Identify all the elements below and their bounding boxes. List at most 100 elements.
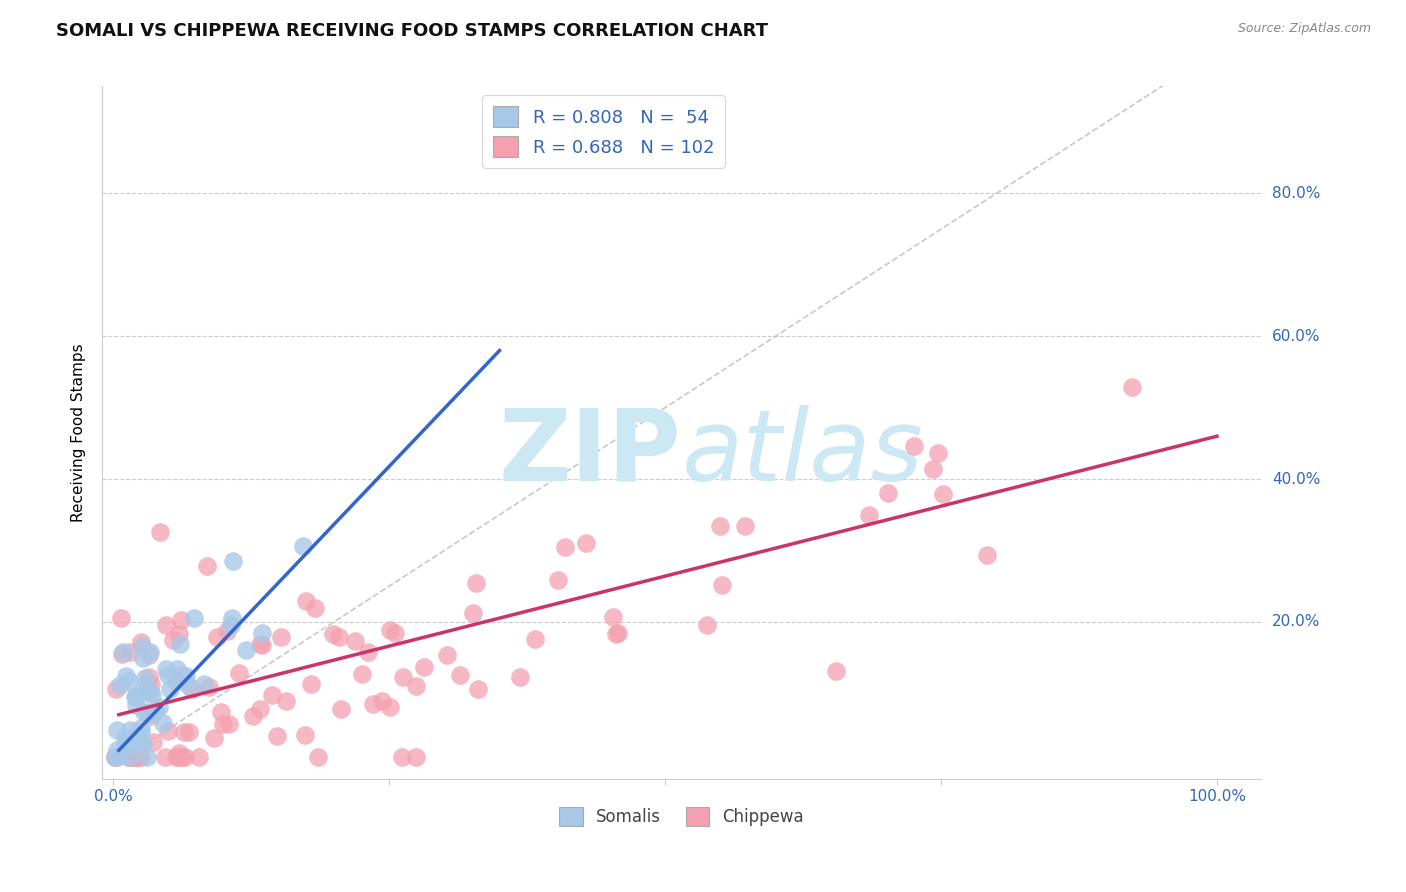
- Point: [104, 750, 127, 764]
- Text: atlas: atlas: [682, 405, 924, 502]
- Text: SOMALI VS CHIPPEWA RECEIVING FOOD STAMPS CORRELATION CHART: SOMALI VS CHIPPEWA RECEIVING FOOD STAMPS…: [56, 22, 768, 40]
- Point: [117, 750, 139, 764]
- Point: [205, 630, 228, 644]
- Point: [696, 618, 718, 632]
- Point: [172, 673, 194, 688]
- Point: [218, 717, 240, 731]
- Point: [105, 743, 128, 757]
- Point: [174, 669, 197, 683]
- Point: [932, 487, 955, 501]
- Point: [465, 576, 488, 591]
- Point: [155, 662, 177, 676]
- Point: [162, 633, 184, 648]
- Point: [120, 645, 142, 659]
- Point: [124, 690, 146, 705]
- Point: [195, 559, 218, 574]
- Point: [121, 750, 143, 764]
- Point: [927, 446, 949, 460]
- Point: [391, 750, 413, 764]
- Point: [142, 735, 165, 749]
- Point: [179, 725, 201, 739]
- Point: [132, 738, 155, 752]
- Point: [152, 716, 174, 731]
- Point: [120, 723, 142, 737]
- Point: [129, 724, 152, 739]
- Point: [167, 747, 190, 761]
- Point: [110, 610, 132, 624]
- Point: [139, 645, 162, 659]
- Point: [330, 701, 353, 715]
- Point: [114, 731, 136, 746]
- Point: [118, 750, 141, 764]
- Point: [125, 689, 148, 703]
- Point: [1121, 380, 1143, 394]
- Point: [134, 678, 156, 692]
- Point: [250, 638, 273, 652]
- Point: [110, 678, 132, 692]
- Point: [156, 723, 179, 738]
- Point: [405, 750, 427, 764]
- Point: [136, 683, 159, 698]
- Text: ZIP: ZIP: [499, 405, 682, 502]
- Text: 80.0%: 80.0%: [1272, 186, 1320, 201]
- Point: [131, 750, 153, 764]
- Point: [166, 663, 188, 677]
- Point: [138, 670, 160, 684]
- Point: [104, 682, 127, 697]
- Point: [105, 723, 128, 737]
- Point: [125, 698, 148, 713]
- Point: [299, 676, 322, 690]
- Point: [169, 637, 191, 651]
- Point: [139, 678, 162, 692]
- Point: [361, 698, 384, 712]
- Point: [115, 669, 138, 683]
- Point: [270, 630, 292, 644]
- Point: [328, 630, 350, 644]
- Point: [141, 709, 163, 723]
- Point: [197, 680, 219, 694]
- Point: [903, 438, 925, 452]
- Point: [221, 553, 243, 567]
- Text: Source: ZipAtlas.com: Source: ZipAtlas.com: [1237, 22, 1371, 36]
- Point: [142, 706, 165, 720]
- Point: [159, 681, 181, 696]
- Point: [371, 694, 394, 708]
- Point: [183, 611, 205, 625]
- Point: [352, 667, 374, 681]
- Point: [170, 750, 193, 764]
- Point: [378, 623, 401, 637]
- Point: [413, 660, 436, 674]
- Text: 40.0%: 40.0%: [1272, 472, 1320, 486]
- Point: [129, 721, 152, 735]
- Point: [304, 600, 326, 615]
- Point: [173, 725, 195, 739]
- Point: [221, 610, 243, 624]
- Point: [260, 689, 283, 703]
- Point: [524, 632, 547, 647]
- Point: [121, 738, 143, 752]
- Point: [170, 613, 193, 627]
- Point: [509, 670, 531, 684]
- Point: [165, 674, 187, 689]
- Point: [104, 750, 127, 764]
- Point: [461, 606, 484, 620]
- Y-axis label: Receiving Food Stamps: Receiving Food Stamps: [72, 343, 86, 522]
- Point: [405, 679, 427, 693]
- Point: [121, 750, 143, 764]
- Text: 60.0%: 60.0%: [1272, 329, 1320, 343]
- Point: [148, 700, 170, 714]
- Point: [167, 627, 190, 641]
- Point: [177, 678, 200, 692]
- Point: [294, 728, 316, 742]
- Point: [129, 635, 152, 649]
- Point: [172, 667, 194, 681]
- Point: [165, 750, 187, 764]
- Point: [605, 627, 627, 641]
- Point: [249, 702, 271, 716]
- Point: [132, 706, 155, 720]
- Point: [467, 681, 489, 696]
- Point: [188, 750, 211, 764]
- Legend: Somalis, Chippewa: Somalis, Chippewa: [553, 800, 811, 833]
- Point: [235, 643, 257, 657]
- Text: 20.0%: 20.0%: [1272, 615, 1320, 630]
